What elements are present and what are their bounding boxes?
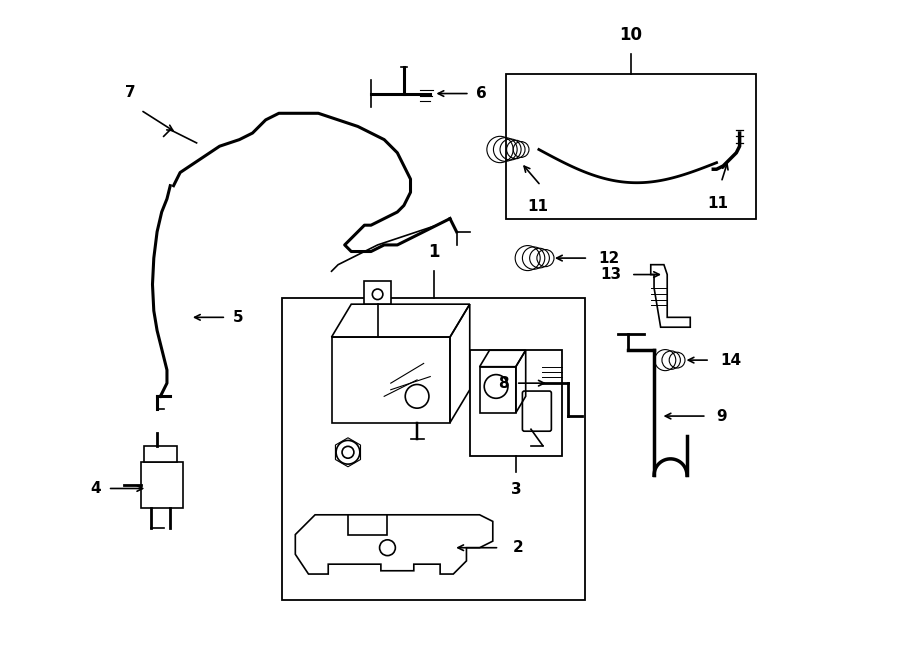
Text: 7: 7 <box>125 85 136 100</box>
Bar <box>140 462 184 508</box>
Text: 2: 2 <box>512 540 523 555</box>
Text: 5: 5 <box>233 310 243 325</box>
Text: 10: 10 <box>619 26 643 44</box>
Text: 3: 3 <box>510 482 521 497</box>
Text: 12: 12 <box>598 251 619 266</box>
Bar <box>506 74 756 219</box>
Text: 13: 13 <box>600 267 621 282</box>
Bar <box>470 350 562 455</box>
Text: 11: 11 <box>707 196 728 211</box>
Text: 14: 14 <box>720 352 741 368</box>
Text: 9: 9 <box>716 408 727 424</box>
Text: 6: 6 <box>476 86 487 101</box>
Text: 4: 4 <box>91 481 101 496</box>
Bar <box>283 297 585 600</box>
Text: 8: 8 <box>499 375 509 391</box>
Bar <box>364 281 391 304</box>
Text: 11: 11 <box>527 199 548 214</box>
Bar <box>144 446 176 462</box>
Text: 1: 1 <box>428 243 439 261</box>
